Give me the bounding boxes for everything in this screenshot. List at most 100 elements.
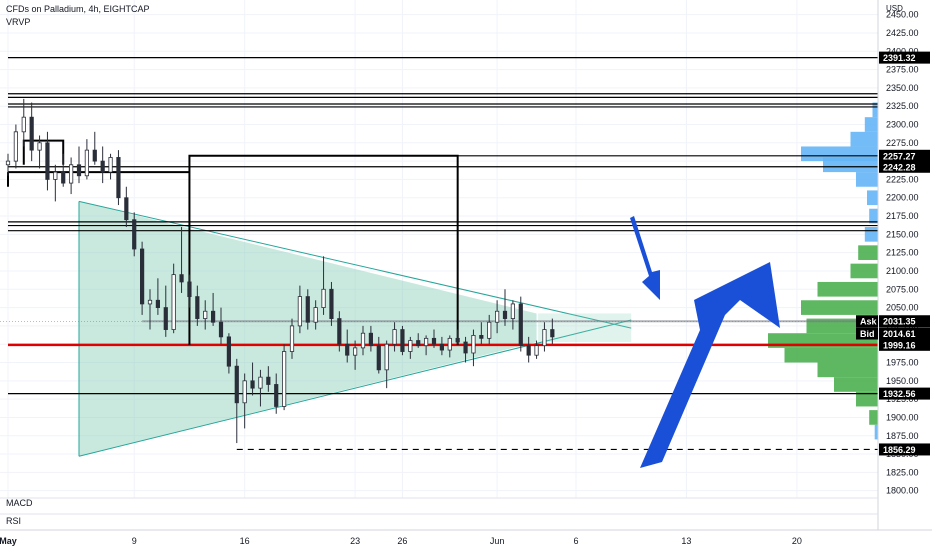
candle-body <box>84 149 89 177</box>
horizontal-levels <box>0 57 878 451</box>
candle-body <box>179 274 184 283</box>
candle-body <box>479 335 484 339</box>
price-tick-label: 2425.00 <box>886 28 919 38</box>
rsi-pane-label[interactable]: RSI <box>6 516 21 526</box>
candle-body <box>289 325 295 352</box>
candle-body <box>45 142 50 180</box>
candle-body <box>274 384 279 407</box>
level-tag-box <box>879 443 930 456</box>
candle-body <box>116 157 121 199</box>
price-tick-label: 1950.00 <box>886 376 919 386</box>
level-tag-text: 2391.32 <box>883 53 916 63</box>
candle-body <box>258 376 263 389</box>
up-arrow <box>640 262 780 468</box>
candle-body <box>195 296 200 319</box>
candle-body <box>400 329 405 352</box>
price-tick-label: 2275.00 <box>886 138 919 148</box>
level-tag-text: 1999.16 <box>883 340 916 350</box>
time-tick-label: 23 <box>350 536 360 546</box>
candle-body <box>53 171 58 180</box>
candle-body <box>203 310 208 319</box>
price-tick-label: 1900.00 <box>886 412 919 422</box>
candle-body <box>69 164 74 184</box>
volume-profile-bar <box>856 172 878 187</box>
candle-body <box>124 197 129 221</box>
time-tick-label: 16 <box>240 536 250 546</box>
level-tag-prefix: Ask <box>860 317 878 327</box>
indicator-label-vrvp[interactable]: VRVP <box>6 17 30 27</box>
candle-body <box>502 310 508 319</box>
range-box-outline <box>188 154 459 345</box>
time-tick-label: 20 <box>792 536 802 546</box>
candle-body <box>108 157 113 173</box>
price-tick-label: 2125.00 <box>886 248 919 258</box>
price-tick-label: 1825.00 <box>886 467 919 477</box>
candle-body <box>495 310 500 323</box>
candle-body <box>266 376 271 385</box>
range-box-left-mini <box>22 139 65 165</box>
candle-body <box>147 299 153 305</box>
price-tick-label: 2350.00 <box>886 83 919 93</box>
price-tick-label: 2075.00 <box>886 284 919 294</box>
price-tick-label: 2100.00 <box>886 266 919 276</box>
volume-profile-bar <box>823 157 878 173</box>
candle-body <box>61 171 66 184</box>
candle-body <box>345 343 350 356</box>
candle-body <box>242 380 247 404</box>
level-tag-text: 1856.29 <box>883 445 916 455</box>
arrows <box>630 216 780 468</box>
candle-body <box>218 321 224 338</box>
candle-body <box>368 332 373 347</box>
candle-body <box>534 345 539 356</box>
level-tag-box <box>879 387 930 400</box>
price-tick-label: 2050.00 <box>886 303 919 313</box>
macd-pane-label[interactable]: MACD <box>6 498 33 508</box>
down-arrow <box>630 216 660 300</box>
candle-body <box>305 296 310 323</box>
time-tick-label: 13 <box>681 536 691 546</box>
price-tick-label: 1875.00 <box>886 431 919 441</box>
price-tick-label: 2225.00 <box>886 174 919 184</box>
candle-body <box>132 219 137 250</box>
candle-body <box>37 142 42 151</box>
volume-profile-bar <box>817 281 878 297</box>
volume-profile-bar <box>867 190 878 206</box>
volume-profile-bar <box>801 300 878 315</box>
candle-body <box>439 343 444 351</box>
price-axis-background[interactable] <box>878 0 932 498</box>
volume-profile-bar <box>850 263 878 279</box>
triangle-lower-line <box>78 319 632 457</box>
volume-profile-bar <box>872 102 878 118</box>
price-tick-label: 2300.00 <box>886 120 919 130</box>
candle-body <box>282 351 287 407</box>
triangle-upper-line <box>78 200 632 329</box>
candle-body <box>376 345 381 371</box>
level-tag-text: 2031.35 <box>883 317 916 327</box>
level-tag-box <box>879 327 930 340</box>
volume-profile-bar <box>801 146 878 162</box>
price-tick-label: 2450.00 <box>886 10 919 20</box>
candle-body <box>226 336 231 367</box>
candle-body <box>29 116 34 151</box>
candle-body <box>455 337 460 343</box>
candle-body <box>313 307 318 323</box>
level-tag-box <box>879 338 930 351</box>
price-tick-label: 2325.00 <box>886 101 919 111</box>
level-tag-box <box>879 149 930 162</box>
candle-body <box>360 332 366 349</box>
candle-body <box>76 164 82 177</box>
candle-body <box>487 321 492 339</box>
candle-body <box>100 160 105 173</box>
candle-body <box>384 343 389 371</box>
price-tick-label: 2400.00 <box>886 46 919 56</box>
volume-profile-bar <box>869 410 878 425</box>
time-tick-label: May <box>0 536 17 546</box>
candle-body <box>321 288 326 308</box>
price-tick-label: 2175.00 <box>886 211 919 221</box>
level-tag-text: 2014.61 <box>883 329 916 339</box>
time-tick-label: 9 <box>132 536 137 546</box>
candle-body <box>392 329 397 345</box>
price-tick-label: 1800.00 <box>886 486 919 496</box>
chart-title: CFDs on Palladium, 4h, EIGHTCAP <box>6 4 150 14</box>
